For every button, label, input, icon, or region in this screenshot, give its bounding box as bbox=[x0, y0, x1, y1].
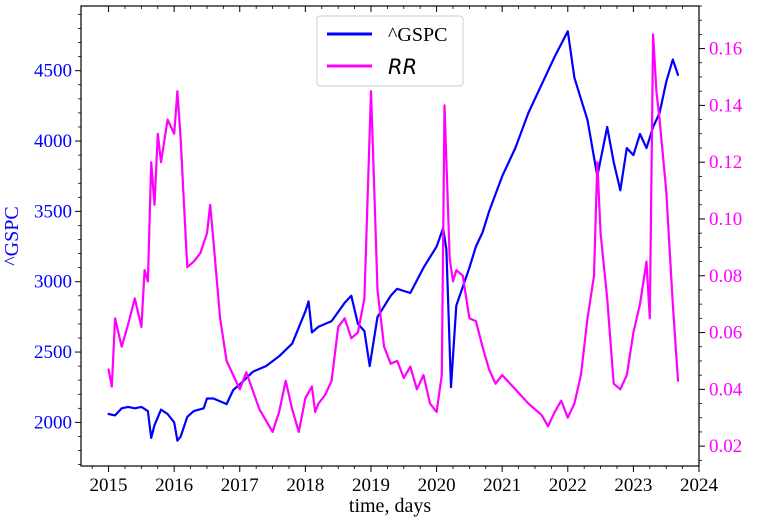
y-left-tick-label: 3500 bbox=[34, 201, 72, 222]
series-line-gspc bbox=[107, 30, 680, 442]
x-tick-label: 2017 bbox=[221, 475, 259, 496]
y-right-tick-label: 0.16 bbox=[709, 39, 742, 60]
y-left-tick-label: 2500 bbox=[34, 342, 72, 363]
y-left-tick-label: 3000 bbox=[34, 272, 72, 293]
legend: ^GSPC RR bbox=[316, 15, 464, 87]
x-axis: 2015 2016 2017 2018 2019 2020 2021 2022 2023 2024 bbox=[90, 6, 719, 496]
x-tick-label: 2019 bbox=[352, 475, 390, 496]
x-tick-label: 2021 bbox=[483, 475, 521, 496]
series-line-rr bbox=[107, 33, 680, 433]
y-right-tick-label: 0.02 bbox=[709, 436, 742, 457]
y-right-axis: 0.02 0.04 0.06 0.08 0.10 0.12 0.14 0.16 bbox=[699, 5, 743, 461]
y-left-tick-label: 2000 bbox=[34, 412, 72, 433]
y-right-tick-label: 0.08 bbox=[709, 266, 742, 287]
legend-label-gspc: ^GSPC bbox=[388, 24, 447, 46]
x-tick-label: 2024 bbox=[680, 475, 719, 496]
y-right-tick-label: 0.14 bbox=[709, 95, 743, 116]
x-tick-label: 2023 bbox=[614, 475, 652, 496]
x-tick-label: 2015 bbox=[90, 475, 128, 496]
series-layer bbox=[107, 30, 680, 442]
x-tick-label: 2018 bbox=[286, 475, 324, 496]
y-right-tick-label: 0.10 bbox=[709, 209, 742, 230]
y-right-tick-label: 0.04 bbox=[709, 379, 743, 400]
x-tick-label: 2022 bbox=[549, 475, 587, 496]
y-right-tick-label: 0.12 bbox=[709, 152, 742, 173]
x-tick-label: 2016 bbox=[155, 475, 193, 496]
y-left-tick-label: 4000 bbox=[34, 131, 72, 152]
y-left-axis: 2000 2500 3000 3500 4000 4500 bbox=[34, 14, 81, 465]
y-left-tick-label: 4500 bbox=[34, 61, 72, 82]
x-axis-title: time, days bbox=[349, 495, 431, 517]
x-tick-label: 2020 bbox=[418, 475, 456, 496]
y-left-axis-title: ^GSPC bbox=[1, 206, 23, 265]
y-right-tick-label: 0.06 bbox=[709, 323, 742, 344]
legend-label-rr: RR bbox=[388, 55, 417, 79]
